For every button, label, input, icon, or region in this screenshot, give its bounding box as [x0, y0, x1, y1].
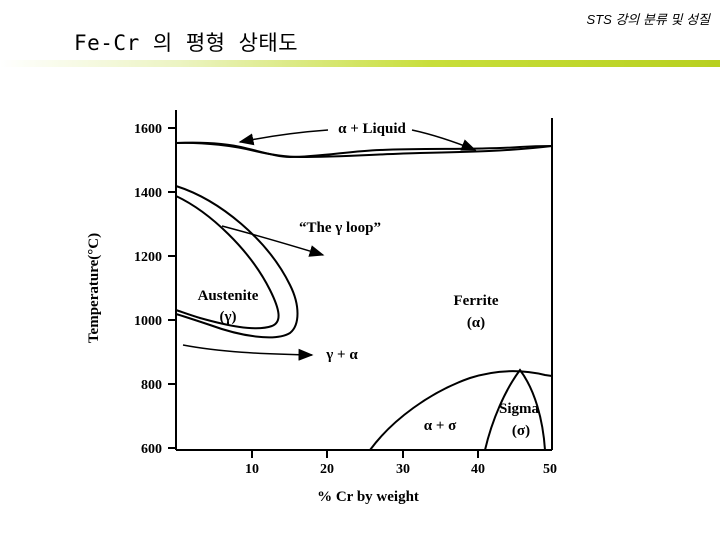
- arrow-alpha-liquid-left: [238, 129, 329, 146]
- gamma-loop-outer: [175, 185, 299, 339]
- x-tick-label: 20: [320, 462, 334, 477]
- header-tag: STS 강의 분류 및 성질: [586, 12, 710, 27]
- x-tick-label: 10: [245, 462, 259, 477]
- x-axis-title: % Cr by weight: [317, 489, 419, 505]
- label-austenite-symbol: (γ): [219, 309, 236, 325]
- label-gamma-alpha: γ + α: [325, 347, 358, 363]
- arrow-gamma-alpha: [182, 344, 314, 361]
- gamma-loop-inner: [175, 195, 280, 330]
- y-tick-label: 600: [141, 442, 162, 457]
- label-ferrite-symbol: (α): [467, 315, 485, 331]
- title-underline-bar: [0, 60, 720, 67]
- slide-title: Fe-Cr 의 평형 상태도: [74, 31, 299, 55]
- arrow-gamma-loop: [221, 225, 325, 257]
- y-axis-title: Temperature(°C): [86, 233, 102, 343]
- label-austenite: Austenite: [198, 288, 259, 304]
- label-sigma: Sigma: [499, 401, 540, 417]
- label-alpha-sigma: α + σ: [424, 418, 457, 434]
- x-tick-label: 30: [396, 462, 410, 477]
- label-gamma-loop: “The γ loop”: [299, 220, 381, 236]
- solidus-curve: [175, 141, 553, 159]
- arrow-spacer: [275, 232, 310, 262]
- y-tick-label: 800: [141, 378, 162, 393]
- label-ferrite: Ferrite: [454, 293, 499, 309]
- x-tick-label: 40: [471, 462, 485, 477]
- y-tick-label: 1400: [134, 186, 162, 201]
- y-tick-label: 1200: [134, 250, 162, 265]
- label-alpha-liquid: α + Liquid: [338, 121, 406, 137]
- sigma-boundary-outer: [369, 370, 553, 451]
- arrow-alpha-liquid-right: [411, 129, 477, 151]
- label-sigma-symbol: (σ): [512, 423, 530, 439]
- sigma-boundary-inner: [484, 368, 546, 451]
- y-tick-label: 1000: [134, 314, 162, 329]
- x-tick-label: 50: [543, 462, 557, 477]
- y-tick-label: 1600: [134, 122, 162, 137]
